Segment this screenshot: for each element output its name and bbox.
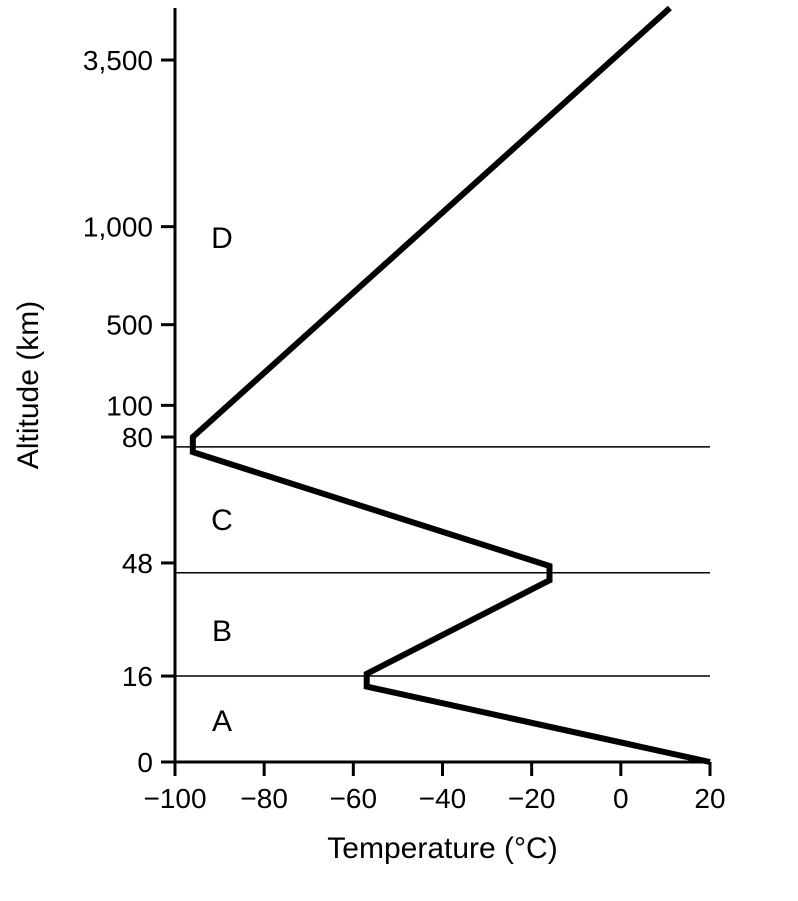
y-axis-title: Altitude (km) (12, 301, 45, 469)
layer-labels: A B C D (211, 222, 233, 738)
layer-label-D: D (211, 222, 233, 255)
x-tick-label: −20 (508, 783, 556, 814)
y-tick-label: 500 (106, 310, 153, 341)
layer-boundary-lines (175, 446, 710, 677)
y-tick-label: 1,000 (83, 212, 153, 243)
x-tick-label: −40 (419, 783, 467, 814)
y-tick-label: 100 (106, 390, 153, 421)
x-tick-label: 20 (694, 783, 725, 814)
y-tick-label: 0 (137, 747, 153, 778)
x-axis-ticks: −100 −80 −60 −40 −20 0 20 (143, 762, 726, 814)
layer-label-A: A (212, 705, 232, 738)
y-tick-label: 48 (122, 548, 153, 579)
x-axis-title: Temperature (°C) (327, 832, 557, 865)
layer-label-C: C (211, 504, 233, 537)
layer-label-B: B (212, 615, 232, 648)
x-tick-label: 0 (613, 783, 629, 814)
temperature-profile-line (189, 5, 711, 765)
x-tick-label: −100 (143, 783, 206, 814)
temperature-profile (189, 5, 711, 765)
x-tick-label: −60 (330, 783, 378, 814)
x-tick-label: −80 (240, 783, 288, 814)
y-tick-label: 80 (122, 422, 153, 453)
y-tick-label: 3,500 (83, 45, 153, 76)
axis-titles: Temperature (°C) Altitude (km) (12, 301, 558, 865)
y-tick-label: 16 (122, 661, 153, 692)
